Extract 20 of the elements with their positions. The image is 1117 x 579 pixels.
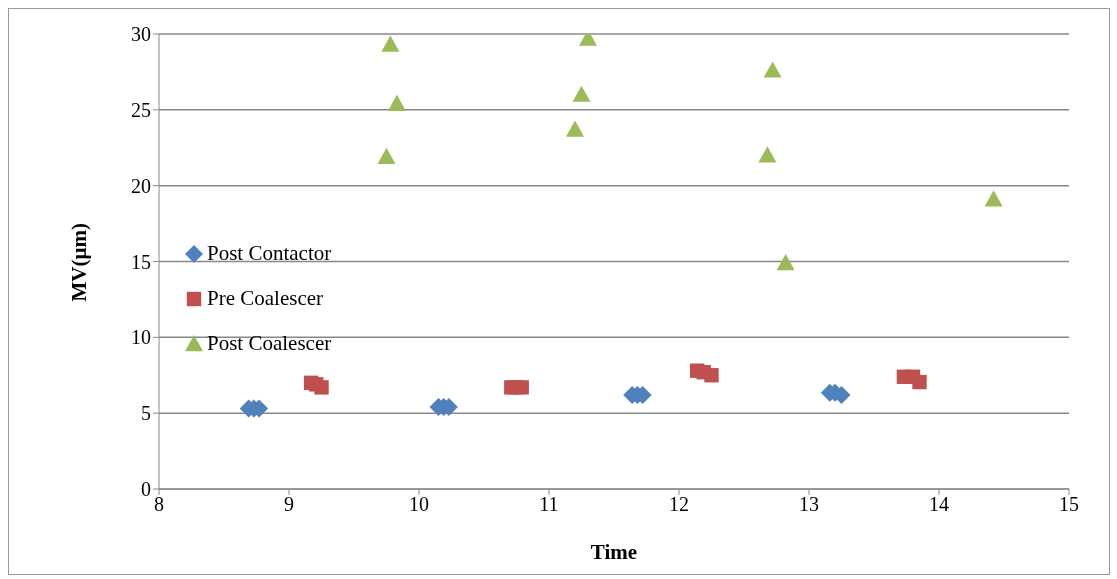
y-axis-title: MV(μm) [67,223,92,302]
legend-label: Pre Coalescer [207,285,324,312]
x-tick-label: 13 [799,493,819,516]
y-tick-label: 30 [131,23,151,46]
y-tick-label: 5 [141,402,151,425]
x-tick-label: 14 [929,493,949,516]
x-tick-label: 12 [669,493,689,516]
legend-label: Post Coalescer [207,330,332,357]
y-tick-label: 25 [131,98,151,121]
y-tick-label: 20 [131,174,151,197]
y-tick-label: 10 [131,326,151,349]
x-tick-label: 15 [1059,493,1079,516]
y-tick-label: 0 [141,478,151,501]
y-tick-label: 15 [131,250,151,273]
legend-label: Post Contactor [207,240,332,267]
x-tick-label: 9 [284,493,294,516]
x-tick-label: 10 [409,493,429,516]
x-tick-label: 11 [539,493,559,516]
x-axis-title: Time [590,540,638,564]
x-tick-label: 8 [154,493,164,516]
